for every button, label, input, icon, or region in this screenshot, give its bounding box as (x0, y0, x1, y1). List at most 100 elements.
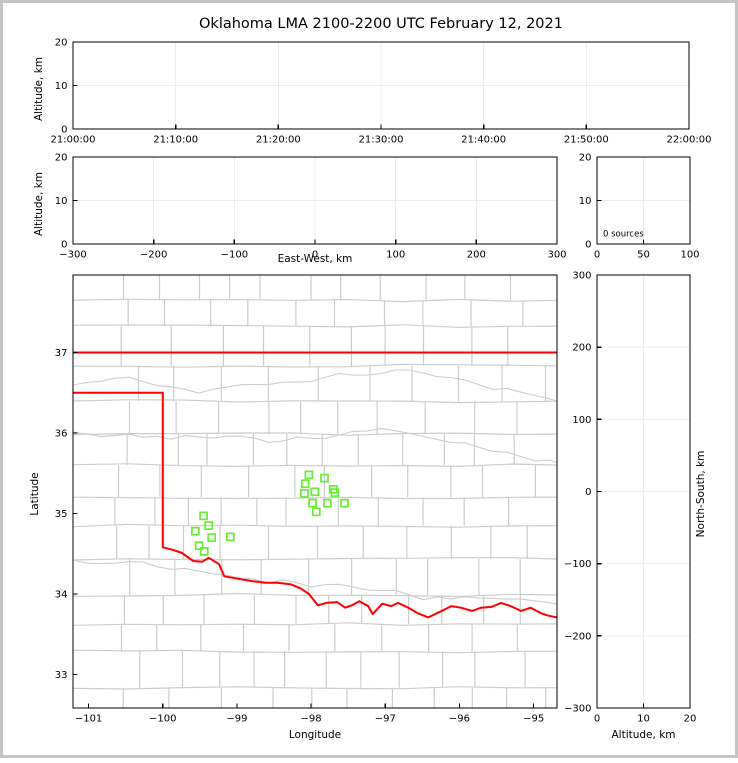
panel-frame (72, 274, 558, 709)
x-tick-label: 21:20:00 (256, 135, 301, 146)
gray-river-line (73, 428, 557, 463)
y-tick-label: −100 (564, 559, 591, 570)
lma-station-marker (300, 489, 309, 498)
lma-stations (191, 470, 349, 556)
x-tick-label: 21:00:00 (51, 135, 96, 146)
y-tick-label: 200 (572, 343, 591, 354)
time_altitude_panel: 21:00:00 21:10:00 21:20:00 21:30:00 21:40:00… (51, 38, 712, 146)
x-tick-label: 50 (637, 250, 650, 261)
y-tick-label: 10 (55, 196, 68, 207)
county-line (73, 592, 557, 598)
county-line (73, 399, 557, 404)
state-boundary (73, 351, 557, 619)
eastwest-panel-ylabel: Altitude, km (33, 172, 45, 236)
x-tick-label: 21:50:00 (564, 135, 609, 146)
lma-station-marker (191, 526, 200, 536)
y-tick-label: 37 (55, 348, 68, 359)
y-tick-label: 0 (585, 240, 591, 251)
gray-river-line (73, 559, 557, 605)
x-tick-label: −95 (523, 714, 544, 725)
eastwest_altitude_panel: −300 −200 −100 0 100 200 300 0 10 20 (55, 153, 567, 261)
county-line (73, 432, 557, 436)
gray-river-line (73, 369, 557, 402)
lma-station-marker (323, 498, 332, 508)
y-tick-label: 33 (55, 670, 68, 681)
lma-station-marker (300, 479, 310, 489)
y-tick-label: 20 (579, 153, 592, 164)
y-tick-label: 0 (61, 125, 67, 136)
altitude_histogram_panel: 0 50 100 0 10 20 (579, 153, 700, 261)
county-line (73, 363, 557, 368)
lma-station-marker (204, 521, 214, 530)
lma-station-marker (194, 541, 204, 551)
time-panel-ylabel: Altitude, km (33, 57, 45, 121)
lma-station-marker (310, 487, 320, 497)
lma-station-marker (308, 498, 317, 508)
northsouth-panel-ylabel: North-South, km (695, 451, 707, 538)
county-boundaries (73, 275, 557, 708)
county-line (73, 298, 557, 303)
y-tick-label: 300 (572, 271, 591, 282)
y-tick-label: 35 (55, 509, 68, 520)
y-tick-label: 100 (572, 415, 591, 426)
county-line (73, 649, 557, 654)
x-tick-label: −98 (301, 714, 322, 725)
x-tick-label: 21:10:00 (153, 135, 198, 146)
y-tick-label: 10 (579, 196, 592, 207)
x-tick-label: −96 (449, 714, 470, 725)
x-tick-label: 300 (547, 250, 566, 261)
y-tick-label: 20 (55, 153, 68, 164)
y-tick-label: 36 (55, 429, 68, 440)
county-line (73, 622, 557, 626)
x-tick-label: 0 (312, 250, 318, 261)
plan_view_map_panel: −101 −100 −99 −98 −97 −96 −95 33 34 35 36 37 (55, 274, 558, 725)
northsouth_altitude_panel: 0 10 20 300 200 100 0 −100 −200 −300 (564, 271, 696, 725)
x-tick-label: 100 (386, 250, 405, 261)
lma-station-marker (311, 507, 321, 517)
y-tick-label: 10 (55, 81, 68, 92)
lma-station-marker (199, 511, 208, 521)
y-tick-label: 0 (61, 240, 67, 251)
map-ylabel: Latitude (29, 472, 41, 515)
northsouth-panel-xlabel: Altitude, km (611, 729, 675, 741)
county-line (73, 496, 557, 500)
x-tick-label: −99 (226, 714, 247, 725)
x-tick-label: −100 (149, 714, 176, 725)
x-tick-label: 0 (594, 714, 600, 725)
x-tick-label: −300 (59, 250, 86, 261)
x-tick-label: 22:00:00 (667, 135, 712, 146)
x-tick-label: 100 (680, 250, 699, 261)
y-tick-label: 20 (55, 38, 68, 49)
source-count-annotation: 0 sources (603, 230, 644, 240)
county-line (73, 556, 557, 561)
lma-station-marker (330, 488, 340, 497)
x-tick-label: 0 (594, 250, 600, 261)
panels-container: 21:00:00 21:10:00 21:20:00 21:30:00 21:40:00… (51, 38, 712, 725)
map-art (73, 275, 557, 708)
lma-station-marker (304, 470, 314, 480)
county-line (73, 324, 557, 328)
x-tick-label: −100 (221, 250, 248, 261)
county-line (73, 463, 557, 468)
x-tick-label: −200 (140, 250, 167, 261)
x-tick-label: −97 (375, 714, 396, 725)
lma-station-marker (199, 547, 209, 556)
county-line (73, 686, 557, 690)
x-tick-label: 21:30:00 (359, 135, 404, 146)
x-tick-label: −101 (75, 714, 102, 725)
state-boundary-line (161, 546, 557, 619)
lma-station-marker (207, 533, 217, 543)
y-tick-label: 34 (55, 590, 68, 601)
y-tick-label: 0 (585, 487, 591, 498)
x-tick-label: 10 (637, 714, 650, 725)
x-tick-label: 200 (467, 250, 486, 261)
x-tick-label: 21:40:00 (461, 135, 506, 146)
county-line (73, 523, 557, 528)
lma-station-marker (225, 532, 235, 542)
lma-station-marker (320, 473, 329, 483)
y-tick-label: −300 (564, 704, 591, 715)
